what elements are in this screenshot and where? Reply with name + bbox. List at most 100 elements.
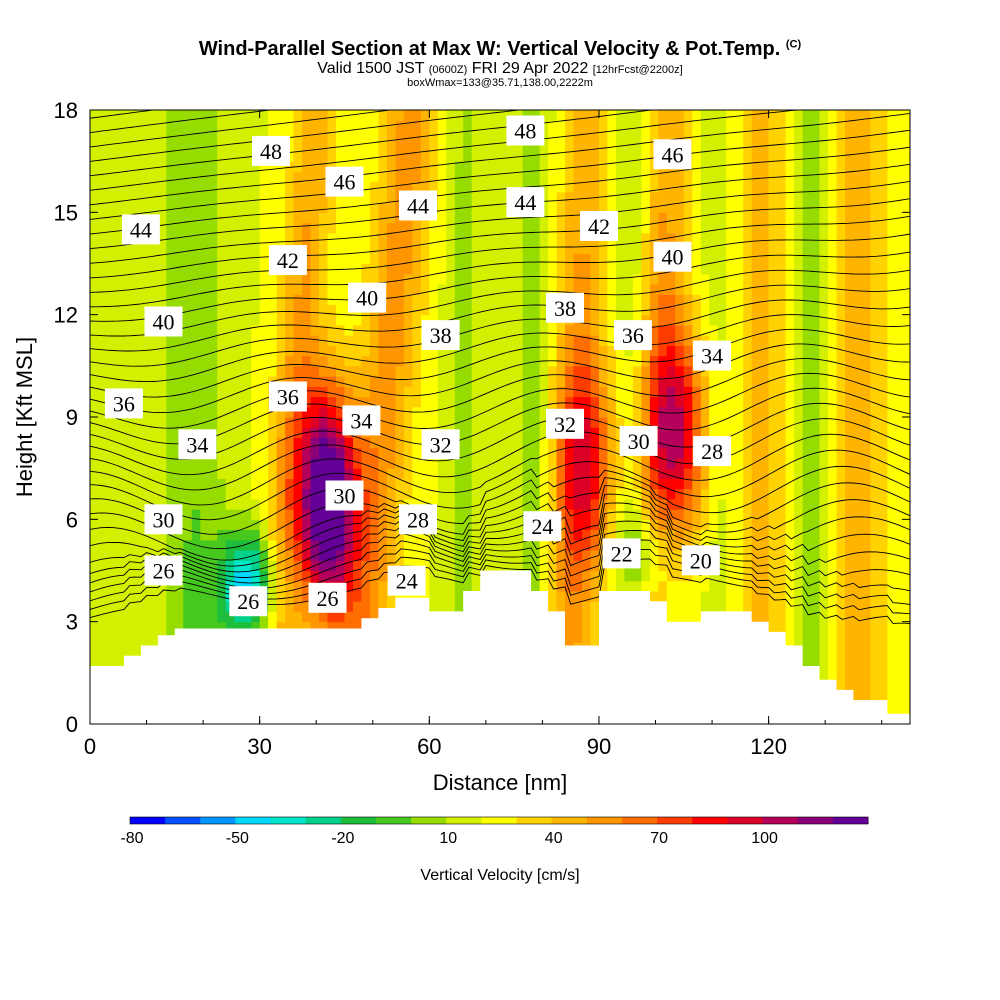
velocity-cell [420, 284, 430, 295]
velocity-cell [471, 253, 481, 265]
velocity-cell [149, 263, 159, 275]
velocity-cell [293, 560, 303, 572]
velocity-cell [454, 243, 464, 254]
velocity-cell [522, 437, 532, 449]
velocity-cell [123, 171, 133, 183]
velocity-cell [692, 365, 702, 377]
velocity-cell [649, 202, 659, 213]
velocity-cell [539, 273, 549, 285]
velocity-cell [293, 202, 303, 213]
velocity-cell [183, 498, 193, 510]
velocity-cell [208, 539, 218, 551]
velocity-cell [573, 243, 583, 254]
velocity-cell [191, 519, 201, 531]
velocity-cell [344, 243, 354, 254]
velocity-cell [242, 253, 252, 265]
velocity-cell [183, 232, 193, 244]
velocity-cell [777, 376, 787, 387]
velocity-cell [743, 570, 753, 582]
velocity-cell [615, 498, 625, 510]
velocity-cell [743, 130, 753, 142]
velocity-cell [369, 110, 379, 121]
velocity-cell [683, 335, 693, 346]
velocity-cell [683, 519, 693, 531]
velocity-cell [149, 447, 159, 459]
velocity-cell [446, 488, 456, 500]
velocity-cell [785, 529, 795, 541]
velocity-cell [157, 284, 167, 295]
velocity-cell [590, 509, 600, 520]
velocity-cell [395, 478, 405, 490]
velocity-cell [556, 120, 566, 131]
velocity-cell [115, 130, 125, 142]
velocity-cell [217, 570, 227, 582]
velocity-cell [132, 417, 142, 428]
velocity-cell [319, 488, 329, 500]
velocity-cell [615, 417, 625, 428]
velocity-cell [463, 222, 473, 234]
velocity-cell [556, 365, 566, 377]
velocity-cell [353, 120, 363, 131]
velocity-cell [251, 478, 261, 490]
velocity-cell [437, 212, 447, 224]
velocity-cell [90, 570, 100, 582]
velocity-cell [514, 110, 524, 121]
velocity-cell [268, 294, 278, 305]
velocity-cell [454, 232, 464, 244]
velocity-cell [208, 580, 218, 592]
velocity-cell [90, 427, 100, 438]
velocity-cell [454, 263, 464, 275]
velocity-cell [107, 642, 117, 653]
velocity-cell [556, 488, 566, 500]
velocity-cell [488, 417, 498, 428]
velocity-cell [539, 498, 549, 510]
velocity-cell [709, 294, 719, 305]
velocity-cell [115, 243, 125, 254]
velocity-cell [208, 273, 218, 285]
velocity-cell [403, 304, 413, 316]
velocity-cell [166, 161, 176, 172]
velocity-cell [327, 284, 337, 295]
velocity-cell [497, 396, 507, 408]
velocity-cell [454, 191, 464, 203]
velocity-cell [225, 427, 235, 438]
velocity-cell [259, 263, 269, 275]
velocity-cell [268, 488, 278, 500]
velocity-cell [327, 621, 337, 633]
velocity-cell [785, 580, 795, 592]
velocity-cell [599, 161, 609, 172]
velocity-cell [344, 539, 354, 551]
velocity-cell [463, 181, 473, 193]
velocity-cell [751, 386, 761, 398]
velocity-cell [234, 273, 244, 285]
velocity-cell [268, 345, 278, 357]
velocity-cell [251, 171, 261, 183]
velocity-cell [98, 498, 108, 510]
velocity-cell [395, 150, 405, 162]
velocity-cell [327, 560, 337, 572]
velocity-cell [149, 253, 159, 265]
velocity-cell [107, 376, 117, 387]
velocity-cell [514, 222, 524, 234]
velocity-cell [573, 601, 583, 612]
velocity-cell [378, 417, 388, 428]
velocity-cell [531, 427, 541, 438]
velocity-cell [692, 150, 702, 162]
velocity-cell [548, 335, 558, 346]
velocity-cell [344, 222, 354, 234]
velocity-cell [302, 181, 312, 193]
velocity-cell [717, 509, 727, 520]
velocity-cell [556, 335, 566, 346]
velocity-cell [429, 273, 439, 285]
velocity-cell [98, 294, 108, 305]
velocity-cell [768, 621, 778, 633]
velocity-cell [760, 509, 770, 520]
velocity-cell [174, 345, 184, 357]
velocity-cell [217, 171, 227, 183]
velocity-cell [582, 263, 592, 275]
velocity-cell [344, 437, 354, 449]
velocity-cell [607, 447, 617, 459]
velocity-cell [751, 468, 761, 479]
velocity-cell [565, 355, 575, 367]
velocity-cell [344, 345, 354, 357]
